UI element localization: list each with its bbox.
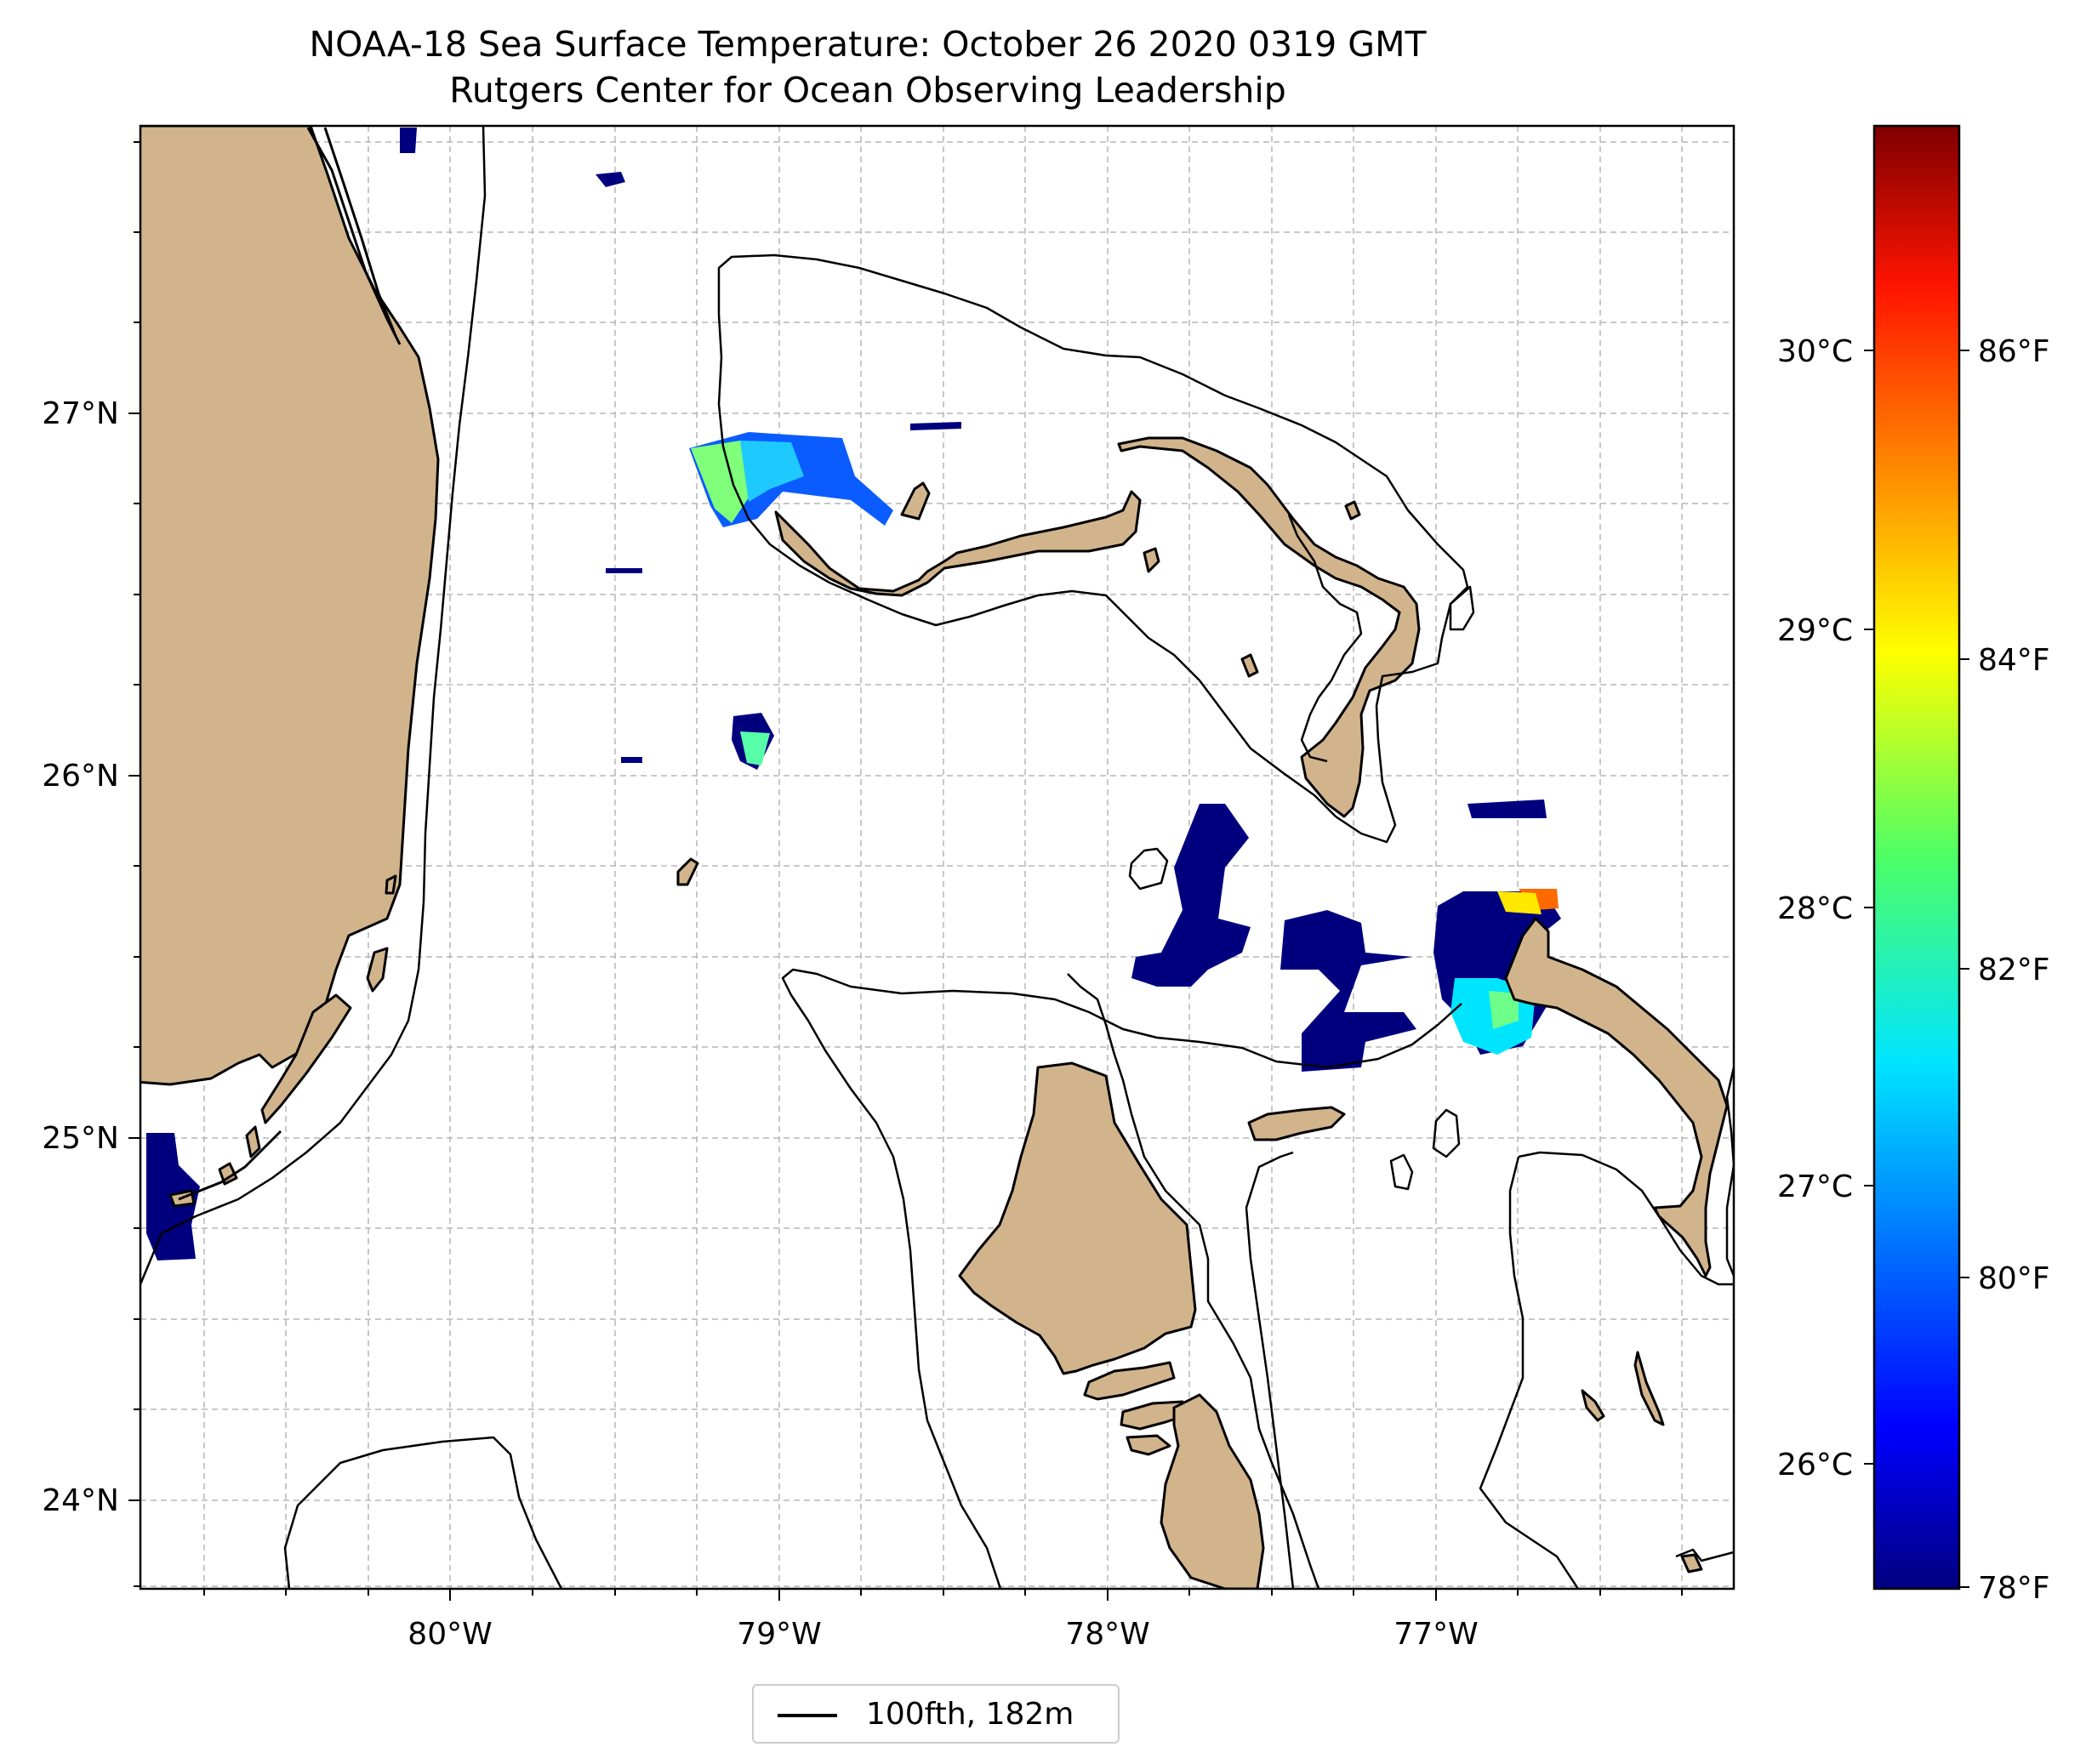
grand-bahama-east <box>900 481 931 521</box>
colorbar: 30°C 29°C 28°C 27°C 26°C 86°F 84°F 82°F … <box>1777 124 2050 1606</box>
isobath-south-edge <box>1675 1548 1734 1562</box>
isobath-abaco-east <box>1449 585 1475 631</box>
grand-bahama-islet <box>1143 547 1160 573</box>
isobath-abaco-inner <box>1287 514 1363 763</box>
sst-patch-eleuthera-w <box>1280 910 1416 1072</box>
isobath-east-edge <box>1725 1067 1734 1277</box>
andros-south-3 <box>1160 1393 1265 1589</box>
sst-patch-bimini-warm <box>740 731 770 765</box>
sst-patch-nw <box>400 128 417 153</box>
sst-patch-small-2 <box>910 422 961 430</box>
sst-patch-grand-bahama-w-mid <box>740 441 804 502</box>
lat-ticks <box>128 141 140 1587</box>
keys-chain <box>178 1130 282 1201</box>
sst-patch-berry-islands <box>1131 804 1251 987</box>
florida-land <box>140 126 440 1086</box>
map-subtitle: Rutgers Center for Ocean Observing Leade… <box>449 70 1286 111</box>
abaco-land <box>1117 436 1421 818</box>
isobath-ring-1 <box>1128 847 1169 891</box>
isobath-florida <box>140 126 487 1285</box>
fahrenheit-label: 82°F <box>1978 953 2050 987</box>
fahrenheit-label: 78°F <box>1978 1571 2050 1606</box>
andros-land <box>958 1061 1197 1375</box>
isobath-little-bahama-bank <box>717 253 1469 844</box>
isobath-andros-north <box>1067 973 1320 1589</box>
sst-patch-small-3 <box>621 757 642 763</box>
small-cay-4 <box>1680 1553 1703 1573</box>
barrier-island-2 <box>323 127 397 337</box>
isobath-cuba-margin <box>283 1436 563 1589</box>
fahrenheit-label: 84°F <box>1978 643 2050 678</box>
celsius-label: 27°C <box>1777 1169 1853 1204</box>
lat-tick-label: 25°N <box>42 1121 119 1156</box>
keys-islet-4 <box>218 1162 238 1186</box>
celsius-label: 28°C <box>1777 891 1853 926</box>
fahrenheit-label: 80°F <box>1978 1261 2050 1296</box>
map-title: NOAA-18 Sea Surface Temperature: October… <box>309 24 1427 65</box>
andros-south <box>1083 1361 1176 1401</box>
isobath-ring-2 <box>1432 1108 1461 1158</box>
lon-tick-label: 80°W <box>408 1617 492 1652</box>
lat-tick-label: 24°N <box>42 1483 119 1518</box>
sst-patch-eleuthera-n <box>1468 799 1547 818</box>
land <box>140 126 1729 1589</box>
florida-barrier <box>178 127 402 1201</box>
keys-islet-2 <box>366 947 389 993</box>
legend-label: 100fth, 182m <box>866 1697 1074 1732</box>
lat-tick-label: 26°N <box>42 759 119 794</box>
sst-patch-eleuthera-warm <box>1489 991 1519 1029</box>
keys-islet-1 <box>385 874 397 895</box>
keys-land <box>260 993 352 1124</box>
small-cay-2 <box>1633 1351 1665 1426</box>
keys-islet-3 <box>245 1125 261 1158</box>
abaco-islet-1 <box>1240 653 1259 678</box>
abaco-islet-2 <box>1344 500 1361 521</box>
sst-patch-north-small <box>596 172 625 187</box>
isobath-tongue-of-ocean <box>1245 1151 1295 1589</box>
lon-tick-label: 79°W <box>737 1617 821 1652</box>
lon-tick-label: 77°W <box>1394 1617 1478 1652</box>
lon-tick-label: 78°W <box>1065 1617 1149 1652</box>
lat-tick-label: 27°N <box>42 396 119 431</box>
isobath-great-bahama-bank <box>781 968 1462 1589</box>
sst-patch-eleuthera-yellow <box>1497 891 1542 914</box>
fahrenheit-label: 86°F <box>1978 334 2050 369</box>
legend-line-swatch <box>778 1714 837 1717</box>
celsius-label: 26°C <box>1777 1448 1853 1482</box>
map-frame <box>139 124 1735 1590</box>
grand-bahama-land <box>774 490 1142 597</box>
isobath-exuma-sound <box>1479 1151 1734 1589</box>
celsius-label: 30°C <box>1777 334 1853 369</box>
celsius-label: 29°C <box>1777 613 1853 648</box>
colorbar-gradient <box>1872 124 1961 1590</box>
eleuthera-land <box>1504 917 1729 1277</box>
new-providence-land <box>1247 1106 1346 1141</box>
legend: 100fth, 182m <box>752 1684 1120 1744</box>
lon-ticks <box>203 1589 1683 1601</box>
small-cay-1 <box>676 857 699 886</box>
small-cay-3 <box>1581 1389 1605 1422</box>
isobath-100fth <box>140 126 1734 1589</box>
sst-patch-small-1 <box>606 568 642 573</box>
isobath-ring-3 <box>1389 1153 1414 1191</box>
andros-south-4 <box>1126 1434 1171 1456</box>
